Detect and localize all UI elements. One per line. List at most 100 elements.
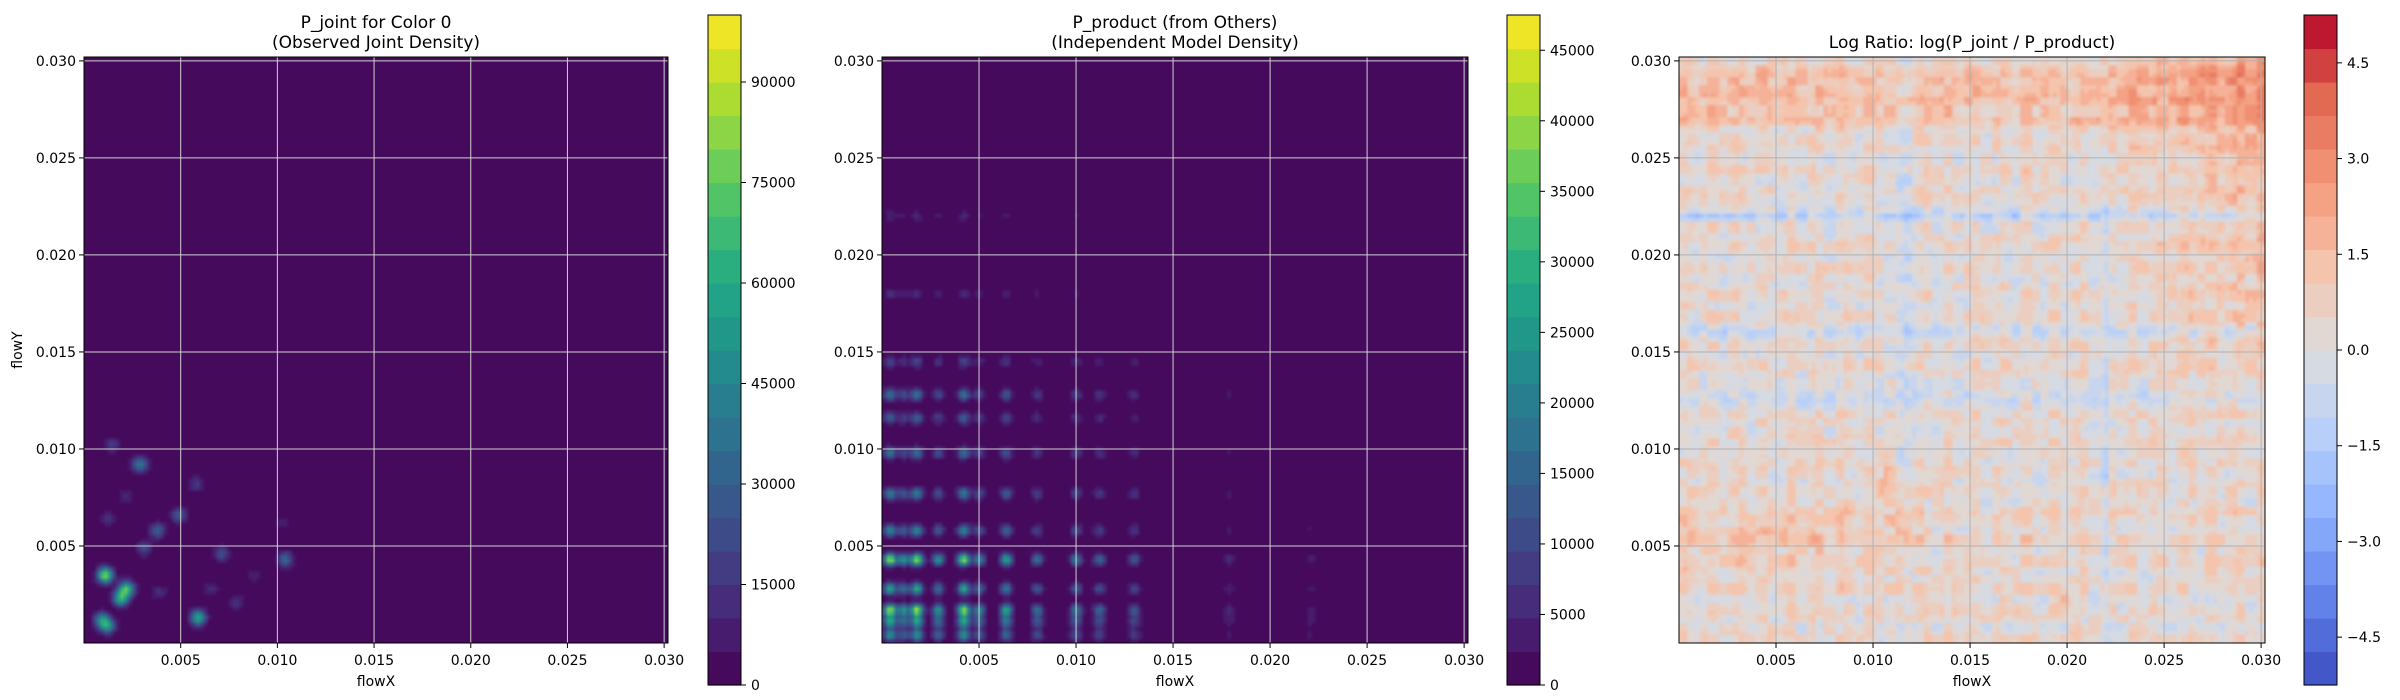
colorbar-segment <box>1507 216 1540 251</box>
colorbar-segment <box>1507 383 1540 418</box>
colorbar-tick-label: 25000 <box>1550 325 1595 341</box>
plot-frame <box>881 56 1469 644</box>
colorbar-segment <box>708 15 741 50</box>
colorbar-segment <box>708 316 741 351</box>
x-tick-label: 0.010 <box>1853 653 1893 669</box>
x-tick-label: 0.005 <box>959 653 999 669</box>
colorbar-segment <box>708 115 741 150</box>
colorbar-tick-label: 15000 <box>751 578 796 594</box>
colorbar-segment <box>1507 82 1540 117</box>
colorbar-segment <box>1507 450 1540 485</box>
colorbar: −4.5 −3.0 −1.5 0.0 1.5 3.0 4.5 <box>2303 14 2381 686</box>
colorbar-frame <box>1506 14 1541 686</box>
colorbar-segment <box>708 383 741 418</box>
colorbar-segment <box>2304 584 2337 619</box>
colorbar-segment <box>1507 249 1540 284</box>
panel-log-ratio: Log Ratio: log(P_joint / P_product) 0.00… <box>1631 14 2381 690</box>
x-tick-label: 0.025 <box>547 653 587 669</box>
heatmap-plot[interactable] <box>881 56 1469 644</box>
colorbar-tick-label: 0 <box>1550 678 1559 694</box>
y-tick-label: 0.030 <box>36 54 76 70</box>
colorbar-segment <box>2304 82 2337 117</box>
colorbar-segment <box>2304 216 2337 251</box>
colorbar-segment <box>2304 149 2337 184</box>
colorbar-segment <box>1507 182 1540 217</box>
x-tick-label: 0.030 <box>644 653 684 669</box>
colorbar-tick-label: 60000 <box>751 276 796 292</box>
x-tick-label: 0.025 <box>1347 653 1387 669</box>
x-axis-label: flowX <box>357 674 396 690</box>
colorbar-segment <box>1507 417 1540 452</box>
colorbar-segment <box>2304 350 2337 385</box>
colorbar-segment <box>708 283 741 318</box>
chart-title: P_product (from Others) <box>1073 13 1278 33</box>
colorbar-segment <box>708 249 741 284</box>
y-tick-label: 0.005 <box>1631 539 1671 555</box>
colorbar-tick-label: 0 <box>751 678 760 694</box>
colorbar-segment <box>1507 484 1540 519</box>
colorbar-segment <box>2304 417 2337 452</box>
y-tick-label: 0.005 <box>834 539 874 555</box>
colorbar-tick-label: 75000 <box>751 176 796 192</box>
colorbar-segment <box>1507 350 1540 385</box>
colorbar-tick-label: 90000 <box>751 75 796 91</box>
colorbar-segment <box>708 450 741 485</box>
chart-subtitle: (Independent Model Density) <box>1051 33 1299 53</box>
x-tick-label: 0.015 <box>354 653 394 669</box>
colorbar-tick-label: 5000 <box>1550 607 1586 623</box>
colorbar-segment <box>2304 182 2337 217</box>
x-tick-label: 0.015 <box>1950 653 1990 669</box>
colorbar-tick-label: 1.5 <box>2347 247 2369 263</box>
y-tick-label: 0.025 <box>1631 151 1671 167</box>
chart-subtitle: (Observed Joint Density) <box>272 33 480 53</box>
colorbar-segment <box>1507 618 1540 653</box>
y-tick-label: 0.020 <box>1631 248 1671 264</box>
colorbar-tick-label: −4.5 <box>2347 630 2381 646</box>
colorbar-tick-label: 0.0 <box>2347 343 2369 359</box>
colorbar: 0 5000 10000 15000 20000 25000 30000 35000 40000… <box>1506 14 1595 694</box>
x-axis-label: flowX <box>1156 674 1195 690</box>
heatmap-image <box>1679 57 2265 643</box>
colorbar-segment <box>708 216 741 251</box>
colorbar-segment <box>1507 651 1540 686</box>
colorbar-segment <box>2304 115 2337 150</box>
y-tick-label: 0.015 <box>1631 345 1671 361</box>
y-tick-label: 0.030 <box>1631 54 1671 70</box>
colorbar-segment <box>708 149 741 184</box>
colorbar-tick-label: 30000 <box>751 477 796 493</box>
heatmap-plot[interactable] <box>1678 56 2266 644</box>
x-tick-label: 0.015 <box>1153 653 1193 669</box>
colorbar-segment <box>708 48 741 83</box>
x-tick-label: 0.005 <box>1756 653 1796 669</box>
y-tick-label: 0.015 <box>834 345 874 361</box>
x-tick-label: 0.030 <box>1444 653 1484 669</box>
colorbar-segment <box>1507 115 1540 150</box>
y-axis-ticks: 0.005 0.010 0.015 0.020 0.025 0.030 <box>36 54 84 555</box>
colorbar-segment <box>708 517 741 552</box>
colorbar-tick-label: 45000 <box>1550 43 1595 59</box>
colorbar-segment <box>708 584 741 619</box>
colorbar-segment <box>708 651 741 686</box>
y-tick-label: 0.025 <box>834 151 874 167</box>
colorbar-segment <box>2304 316 2337 351</box>
colorbar-segment <box>2304 15 2337 50</box>
colorbar-tick-label: 40000 <box>1550 114 1595 130</box>
x-tick-label: 0.010 <box>257 653 297 669</box>
colorbar-segment <box>2304 450 2337 485</box>
colorbar-tick-label: 4.5 <box>2347 56 2369 72</box>
colorbar-segment <box>708 618 741 653</box>
colorbar-segment <box>1507 517 1540 552</box>
x-tick-label: 0.010 <box>1056 653 1096 669</box>
colorbar-tick-label: 30000 <box>1550 255 1595 271</box>
colorbar: 0 15000 30000 45000 60000 75000 90000 <box>707 14 796 694</box>
panel-p-product: P_product (from Others) (Independent Mod… <box>834 13 1595 694</box>
colorbar-segment <box>708 551 741 586</box>
y-tick-label: 0.005 <box>36 539 76 555</box>
y-tick-label: 0.025 <box>36 151 76 167</box>
colorbar-segment <box>2304 651 2337 686</box>
colorbar-segment <box>1507 283 1540 318</box>
colorbar-segment <box>708 182 741 217</box>
colorbar-segment <box>2304 517 2337 552</box>
y-tick-label: 0.020 <box>834 248 874 264</box>
heatmap-plot[interactable] <box>83 56 669 644</box>
